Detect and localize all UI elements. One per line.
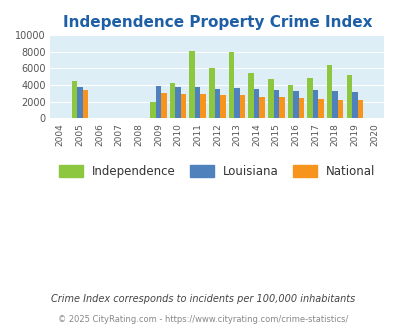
- Bar: [83, 89, 88, 118]
- Bar: [239, 95, 245, 118]
- Bar: [278, 97, 284, 118]
- Text: © 2025 CityRating.com - https://www.cityrating.com/crime-statistics/: © 2025 CityRating.com - https://www.city…: [58, 315, 347, 324]
- Bar: [307, 78, 312, 118]
- Bar: [312, 90, 318, 118]
- Title: Independence Property Crime Index: Independence Property Crime Index: [62, 15, 371, 30]
- Bar: [298, 98, 303, 118]
- Text: Crime Index corresponds to incidents per 100,000 inhabitants: Crime Index corresponds to incidents per…: [51, 294, 354, 304]
- Bar: [209, 68, 214, 118]
- Bar: [248, 73, 253, 118]
- Bar: [161, 93, 166, 118]
- Bar: [318, 99, 323, 118]
- Bar: [346, 76, 351, 118]
- Bar: [228, 52, 234, 118]
- Bar: [189, 51, 194, 118]
- Bar: [337, 100, 343, 118]
- Bar: [214, 89, 220, 118]
- Bar: [169, 83, 175, 118]
- Bar: [259, 97, 264, 118]
- Bar: [220, 94, 225, 118]
- Legend: Independence, Louisiana, National: Independence, Louisiana, National: [53, 159, 381, 184]
- Bar: [72, 81, 77, 118]
- Bar: [194, 87, 200, 118]
- Bar: [150, 102, 156, 118]
- Bar: [292, 91, 298, 118]
- Bar: [77, 87, 83, 118]
- Bar: [180, 94, 186, 118]
- Bar: [267, 79, 273, 118]
- Bar: [332, 91, 337, 118]
- Bar: [351, 92, 357, 118]
- Bar: [156, 86, 161, 118]
- Bar: [175, 87, 180, 118]
- Bar: [253, 89, 259, 118]
- Bar: [200, 94, 205, 118]
- Bar: [234, 88, 239, 118]
- Bar: [357, 100, 362, 118]
- Bar: [326, 65, 332, 118]
- Bar: [287, 85, 292, 118]
- Bar: [273, 90, 278, 118]
